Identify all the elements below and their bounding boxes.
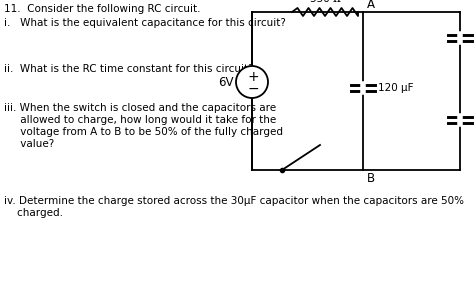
Text: 11.  Consider the following RC circuit.: 11. Consider the following RC circuit. <box>4 4 201 14</box>
Text: i.   What is the equivalent capacitance for this circuit?: i. What is the equivalent capacitance fo… <box>4 18 286 28</box>
Text: iii. When the switch is closed and the capacitors are: iii. When the switch is closed and the c… <box>4 103 276 113</box>
Text: allowed to charge, how long would it take for the: allowed to charge, how long would it tak… <box>4 115 276 125</box>
Text: +: + <box>247 70 259 84</box>
Text: 120 μF: 120 μF <box>378 83 413 93</box>
Text: charged.: charged. <box>4 208 63 218</box>
Text: A: A <box>367 0 375 11</box>
Text: value?: value? <box>4 139 54 149</box>
Circle shape <box>236 66 268 98</box>
Text: B: B <box>367 172 375 185</box>
Text: ii.  What is the RC time constant for this circuit?: ii. What is the RC time constant for thi… <box>4 64 254 74</box>
Text: −: − <box>247 82 259 96</box>
Text: voltage from A to B to be 50% of the fully charged: voltage from A to B to be 50% of the ful… <box>4 127 283 137</box>
Text: 6V: 6V <box>219 76 234 89</box>
Text: 350 Ω: 350 Ω <box>310 0 340 4</box>
Text: iv. Determine the charge stored across the 30μF capacitor when the capacitors ar: iv. Determine the charge stored across t… <box>4 196 464 206</box>
